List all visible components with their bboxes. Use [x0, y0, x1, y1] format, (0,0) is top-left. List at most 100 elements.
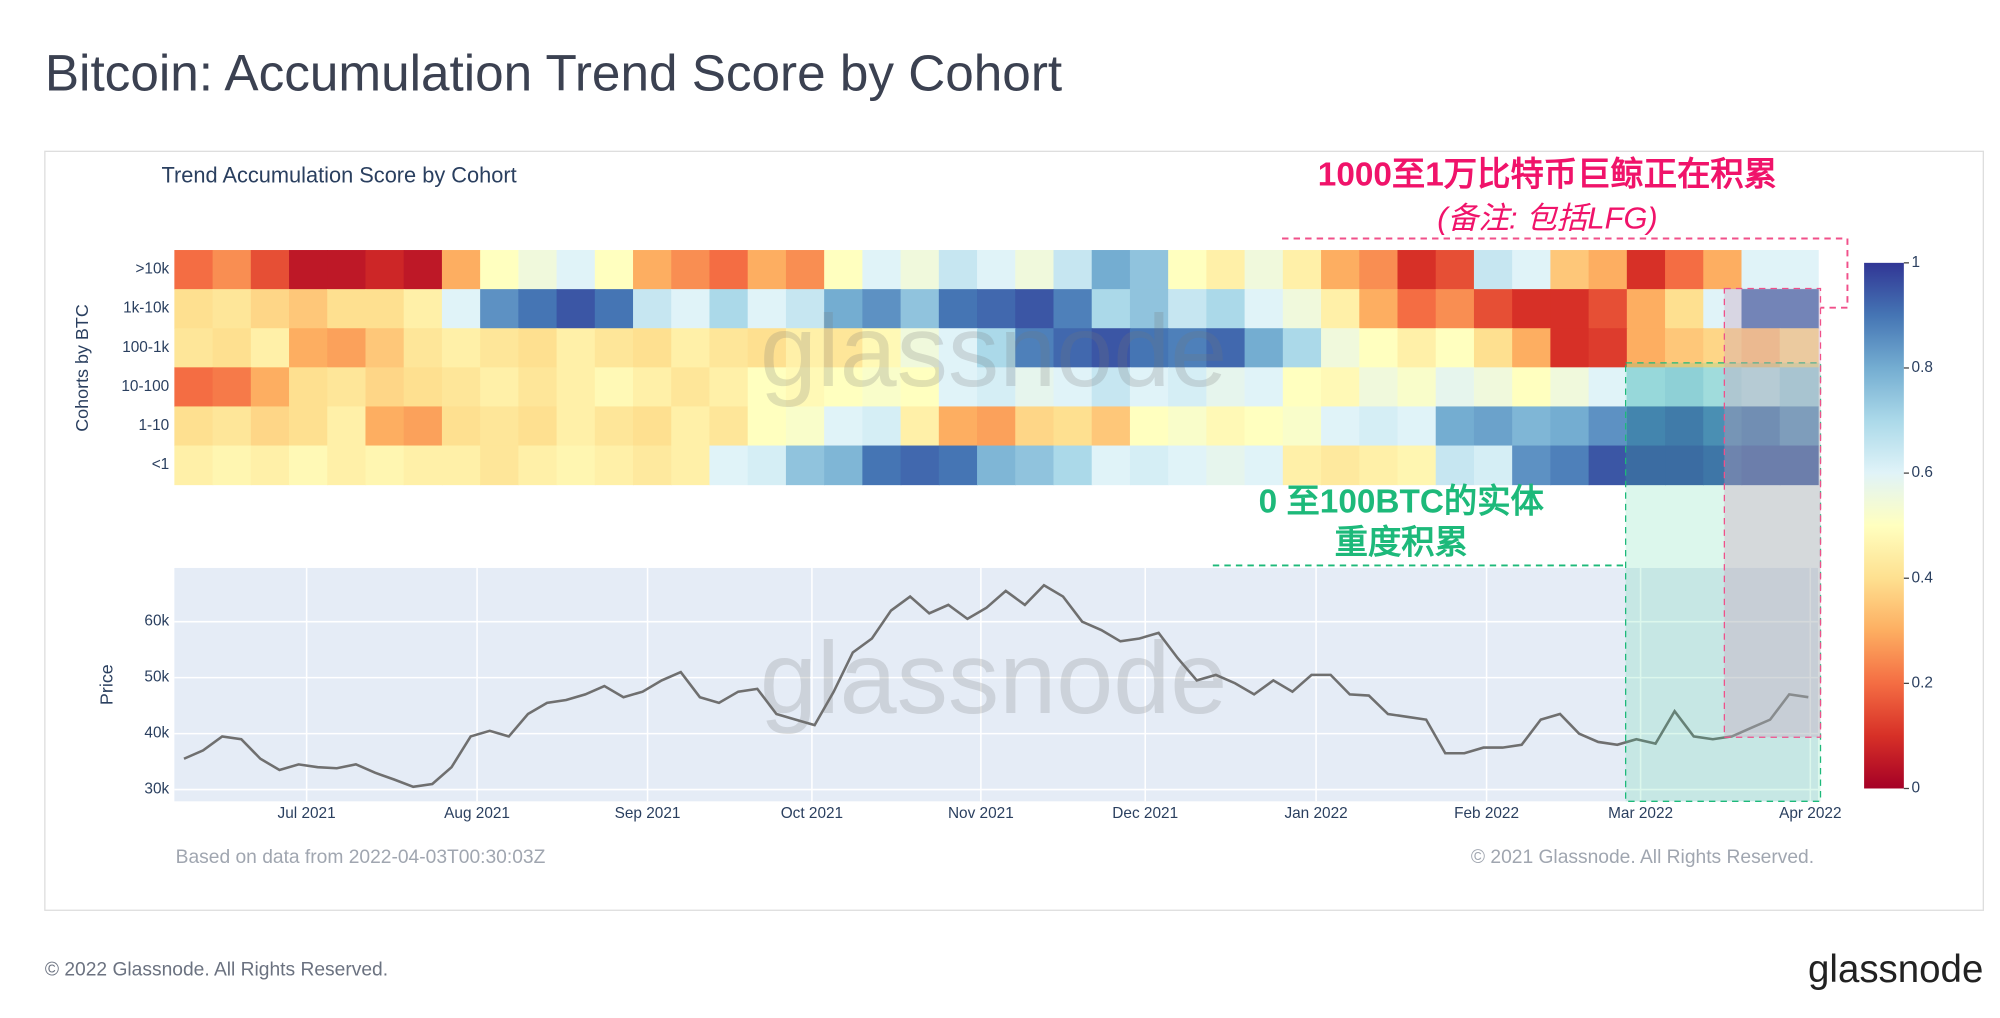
heat-cell	[900, 289, 940, 329]
heat-cell	[1665, 328, 1705, 368]
heat-cell	[671, 328, 711, 368]
heat-cell	[1206, 367, 1246, 407]
heat-cell	[1588, 406, 1628, 447]
heat-cell	[289, 367, 329, 407]
heat-cell	[1206, 445, 1246, 486]
heat-cell	[1282, 367, 1322, 407]
x-tick-label: Aug 2021	[444, 805, 510, 822]
heat-cell	[747, 250, 787, 290]
heat-cell	[1282, 250, 1322, 290]
heat-cell	[1665, 250, 1705, 290]
heat-cell	[403, 445, 443, 486]
heat-cell	[862, 250, 902, 290]
heat-cell	[938, 289, 978, 329]
heat-cell	[327, 406, 367, 447]
heat-cell	[1282, 406, 1322, 447]
heat-cell	[977, 445, 1017, 486]
heat-cell	[709, 289, 749, 329]
heat-cell	[1741, 250, 1781, 290]
heat-cell	[1129, 406, 1169, 447]
heat-cell	[1015, 328, 1055, 368]
heat-cell	[250, 250, 290, 290]
heat-cell	[1588, 328, 1628, 368]
heat-cell	[1473, 367, 1513, 407]
chart-copyright: © 2021 Glassnode. All Rights Reserved.	[1471, 847, 1814, 868]
logo: glassnode	[1808, 948, 1983, 991]
heat-cell	[977, 250, 1017, 290]
heat-cell	[556, 289, 596, 329]
colorbar-tick-label: 0.4	[1912, 569, 1934, 586]
heat-cell	[1206, 328, 1246, 368]
heat-cell	[1244, 328, 1284, 368]
colorbar-tick-label: 0.2	[1912, 674, 1933, 691]
page-copyright: © 2022 Glassnode. All Rights Reserved.	[45, 960, 388, 981]
heat-cell	[785, 289, 825, 329]
heat-cell	[174, 328, 214, 368]
row-label: <1	[152, 456, 170, 473]
heat-cell	[1435, 406, 1475, 447]
heat-cell	[556, 328, 596, 368]
colorbar-tick-label: 0.8	[1912, 359, 1933, 376]
heat-cell	[365, 250, 405, 290]
heat-cell	[1435, 445, 1475, 486]
heat-cell	[633, 367, 673, 407]
heat-cell	[441, 445, 481, 486]
heat-cell	[1053, 250, 1093, 290]
x-tick-label: Dec 2021	[1112, 805, 1178, 822]
heat-cell	[1741, 406, 1781, 447]
heat-cell	[1588, 250, 1628, 290]
heat-cell	[1282, 328, 1322, 368]
heat-cell	[1550, 250, 1590, 290]
heat-cell	[212, 250, 252, 290]
heat-cell	[403, 367, 443, 407]
heat-cell	[709, 328, 749, 368]
colorbar-tick-label: 1	[1912, 254, 1921, 271]
heat-cell	[1397, 328, 1437, 368]
heat-cell	[1626, 367, 1666, 407]
row-label: 10-100	[121, 378, 169, 395]
heat-cell	[977, 328, 1017, 368]
heat-cell	[900, 445, 940, 486]
green-box	[1625, 362, 1822, 802]
heat-cell	[1053, 367, 1093, 407]
heat-cell	[1053, 445, 1093, 486]
heat-cell	[441, 250, 481, 290]
heat-cell	[1129, 250, 1169, 290]
heat-cell	[938, 445, 978, 486]
heat-cell	[1779, 328, 1819, 368]
heat-cell	[1129, 367, 1169, 407]
heat-cell	[938, 328, 978, 368]
heat-cell	[824, 445, 864, 486]
watermark: glassnode	[760, 293, 1228, 408]
heat-cell	[1053, 289, 1093, 329]
heat-cell	[250, 445, 290, 486]
heat-cell	[1129, 328, 1169, 368]
heat-cell	[747, 367, 787, 407]
heat-cell	[327, 445, 367, 486]
heat-cell	[518, 445, 558, 486]
heat-cell	[862, 445, 902, 486]
heat-cell	[785, 367, 825, 407]
heat-cell	[1015, 406, 1055, 447]
heat-cell	[671, 406, 711, 447]
heat-cell	[1321, 250, 1361, 290]
heat-cell	[1779, 406, 1819, 447]
heat-cell	[824, 289, 864, 329]
heat-cell	[174, 406, 214, 447]
heat-cell	[1435, 289, 1475, 329]
heat-cell	[862, 406, 902, 447]
heat-cell	[556, 406, 596, 447]
heat-cell	[1741, 328, 1781, 368]
heat-cell	[1321, 367, 1361, 407]
heat-cell	[1397, 289, 1437, 329]
heat-cell	[1512, 406, 1552, 447]
heatmap-y-title: Cohorts by BTC	[72, 304, 92, 432]
heat-cell	[212, 328, 252, 368]
heat-cell	[1665, 289, 1705, 329]
heat-cell	[900, 250, 940, 290]
heat-cell	[1244, 406, 1284, 447]
heat-cell	[1397, 406, 1437, 447]
heat-cell	[1359, 250, 1399, 290]
heat-cell	[403, 250, 443, 290]
heat-cell	[747, 406, 787, 447]
